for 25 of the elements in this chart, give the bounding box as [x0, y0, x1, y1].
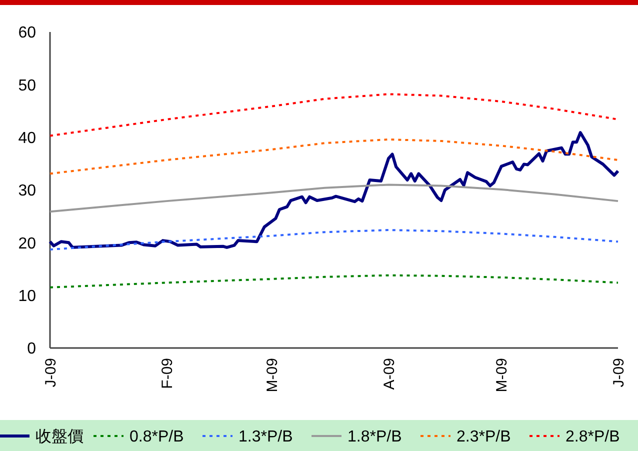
- line-series: [49, 274, 619, 288]
- y-tick-label: 50: [18, 77, 36, 94]
- line-series: [49, 229, 619, 251]
- x-tick-label: F-09: [158, 358, 176, 389]
- y-tick-label: 20: [18, 235, 36, 252]
- legend-label: 1.8*P/B: [348, 428, 402, 446]
- y-tick-label: 0: [27, 340, 36, 358]
- line-series: [48, 131, 620, 249]
- legend-label: 0.8*P/B: [130, 428, 184, 446]
- x-tick-label: J-09: [42, 358, 60, 388]
- x-tick-label: A-09: [380, 358, 398, 390]
- line-series: [49, 138, 619, 175]
- x-tick-label: M-09: [264, 358, 282, 392]
- y-tick-label: 60: [18, 24, 36, 42]
- legend-label: 2.8*P/B: [566, 428, 620, 446]
- x-tick-label: J-09: [610, 358, 628, 388]
- y-tick-label: 10: [18, 288, 36, 305]
- line-series: [49, 93, 619, 137]
- legend-label: 2.3*P/B: [456, 428, 511, 446]
- x-tick-label: M-09: [494, 358, 511, 392]
- legend-label: 收盤價: [36, 428, 84, 446]
- y-tick-label: 30: [18, 182, 36, 200]
- legend-label: 1.3*P/B: [238, 428, 293, 446]
- y-tick-label: 40: [18, 130, 36, 147]
- line-series: [49, 184, 619, 213]
